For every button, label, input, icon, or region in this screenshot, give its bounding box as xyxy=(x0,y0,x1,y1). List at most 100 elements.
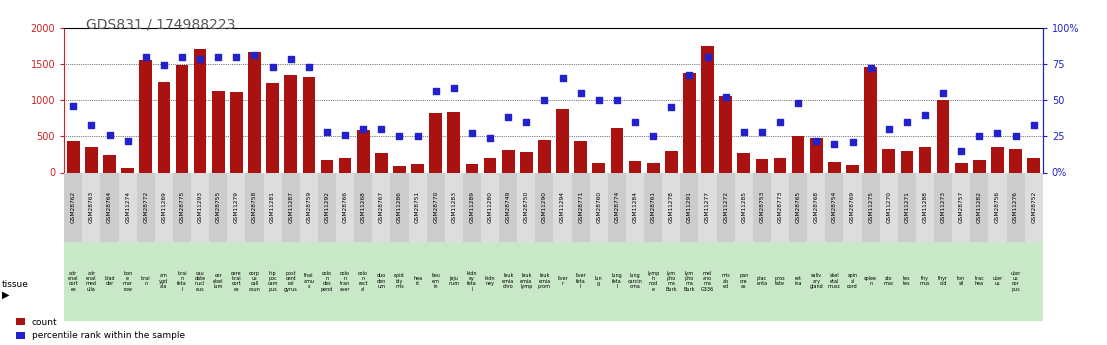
Bar xyxy=(753,172,770,242)
Bar xyxy=(82,172,101,242)
Text: GSM11282: GSM11282 xyxy=(976,191,982,223)
Point xyxy=(318,129,335,135)
Point xyxy=(989,131,1006,136)
Text: GSM11288: GSM11288 xyxy=(922,191,928,223)
Point xyxy=(572,90,590,96)
Bar xyxy=(937,100,950,172)
Point xyxy=(772,119,789,125)
Bar xyxy=(880,172,898,242)
Point xyxy=(427,89,445,94)
Text: adr
enal
med
ulla: adr enal med ulla xyxy=(86,270,97,292)
Bar xyxy=(246,172,263,242)
Text: plac
enta: plac enta xyxy=(756,276,767,286)
Point xyxy=(101,132,118,138)
Bar xyxy=(737,153,751,172)
Text: GSM28773: GSM28773 xyxy=(777,191,783,223)
Bar xyxy=(482,172,499,242)
Text: GSM11274: GSM11274 xyxy=(125,191,131,223)
Bar xyxy=(952,172,971,242)
Bar xyxy=(445,172,463,242)
Point xyxy=(445,86,463,91)
Text: GSM28756: GSM28756 xyxy=(995,191,1000,223)
Text: GSM11283: GSM11283 xyxy=(452,191,456,223)
Text: spin
al
cord: spin al cord xyxy=(847,273,858,289)
Bar xyxy=(681,172,699,242)
Text: GSM28758: GSM28758 xyxy=(252,191,257,223)
Text: thy
mus: thy mus xyxy=(920,276,930,286)
Bar xyxy=(611,128,623,172)
Text: ▶: ▶ xyxy=(2,290,10,300)
Text: duo
den
um: duo den um xyxy=(376,273,386,289)
Text: GSM11293: GSM11293 xyxy=(198,191,203,223)
Bar xyxy=(844,172,861,242)
Point xyxy=(590,97,608,103)
Text: lung
carcin
oma: lung carcin oma xyxy=(628,273,642,289)
Text: GSM11281: GSM11281 xyxy=(270,191,276,223)
Text: GSM11278: GSM11278 xyxy=(669,191,674,223)
Text: GSM28768: GSM28768 xyxy=(814,191,819,223)
Text: pan
cre
as: pan cre as xyxy=(739,273,748,289)
Bar xyxy=(263,172,281,242)
Text: GSM11273: GSM11273 xyxy=(941,191,945,223)
Bar xyxy=(989,172,1006,242)
Text: kidn
ney: kidn ney xyxy=(485,276,495,286)
Text: cer
ebel
lum: cer ebel lum xyxy=(213,273,224,289)
Point xyxy=(536,97,554,103)
Text: GSM28749: GSM28749 xyxy=(506,191,510,223)
Point xyxy=(337,132,354,138)
Point xyxy=(826,141,844,146)
Bar xyxy=(592,163,606,172)
Text: GSM11285: GSM11285 xyxy=(742,191,746,223)
Text: colo
n
rect
al: colo n rect al xyxy=(359,270,369,292)
Point xyxy=(263,64,281,69)
Point xyxy=(463,131,480,136)
Text: blad
der: blad der xyxy=(104,276,115,286)
Text: cau
date
nucl
eus: cau date nucl eus xyxy=(195,270,206,292)
Text: lymp
h
nod
e: lymp h nod e xyxy=(648,270,660,292)
Text: lym
pho
ma
Burk: lym pho ma Burk xyxy=(665,270,677,292)
Bar xyxy=(973,160,985,172)
Text: lieu
em
in: lieu em in xyxy=(432,273,441,289)
Bar xyxy=(625,172,644,242)
Text: GSM11287: GSM11287 xyxy=(288,191,293,223)
Text: lym
pho
ma
Burk: lym pho ma Burk xyxy=(684,270,695,292)
Point xyxy=(1006,134,1024,139)
Bar xyxy=(1006,172,1025,242)
Bar xyxy=(85,147,97,172)
Text: epid
idy
mis: epid idy mis xyxy=(394,273,405,289)
Text: jeju
num: jeju num xyxy=(448,276,459,286)
Bar xyxy=(430,113,442,172)
Bar xyxy=(103,155,116,172)
Text: GSM28760: GSM28760 xyxy=(597,191,601,223)
Text: GSM11289: GSM11289 xyxy=(469,191,475,223)
Bar xyxy=(101,172,118,242)
Text: am
ygd
ala: am ygd ala xyxy=(159,273,168,289)
Text: GSM28754: GSM28754 xyxy=(831,191,837,223)
Bar xyxy=(915,172,934,242)
Point xyxy=(753,129,770,135)
Text: colo
n
tran
sver: colo n tran sver xyxy=(340,270,350,292)
Text: ton
sil: ton sil xyxy=(958,276,965,286)
Text: GSM28771: GSM28771 xyxy=(578,191,583,223)
Bar xyxy=(209,172,227,242)
Text: GSM28763: GSM28763 xyxy=(89,191,94,223)
Point xyxy=(898,119,915,125)
Bar xyxy=(192,172,209,242)
Text: GDS831 / 174988223: GDS831 / 174988223 xyxy=(86,17,236,31)
Point xyxy=(482,135,499,140)
Text: splee
n: splee n xyxy=(865,276,877,286)
Bar xyxy=(861,172,880,242)
Text: GSM11275: GSM11275 xyxy=(868,191,873,223)
Text: leuk
emia
chro: leuk emia chro xyxy=(503,273,515,289)
Text: ret
ina: ret ina xyxy=(795,276,801,286)
Text: GSM11276: GSM11276 xyxy=(1013,191,1018,223)
Bar xyxy=(554,172,571,242)
Bar xyxy=(590,172,608,242)
Legend: count, percentile rank within the sample: count, percentile rank within the sample xyxy=(15,318,185,341)
Text: uter
us: uter us xyxy=(992,276,1003,286)
Text: uter
us
cor
pus: uter us cor pus xyxy=(1011,270,1021,292)
Text: GSM28750: GSM28750 xyxy=(524,191,529,223)
Bar xyxy=(139,60,152,172)
Bar xyxy=(644,172,662,242)
Text: leuk
emia
prom: leuk emia prom xyxy=(538,273,551,289)
